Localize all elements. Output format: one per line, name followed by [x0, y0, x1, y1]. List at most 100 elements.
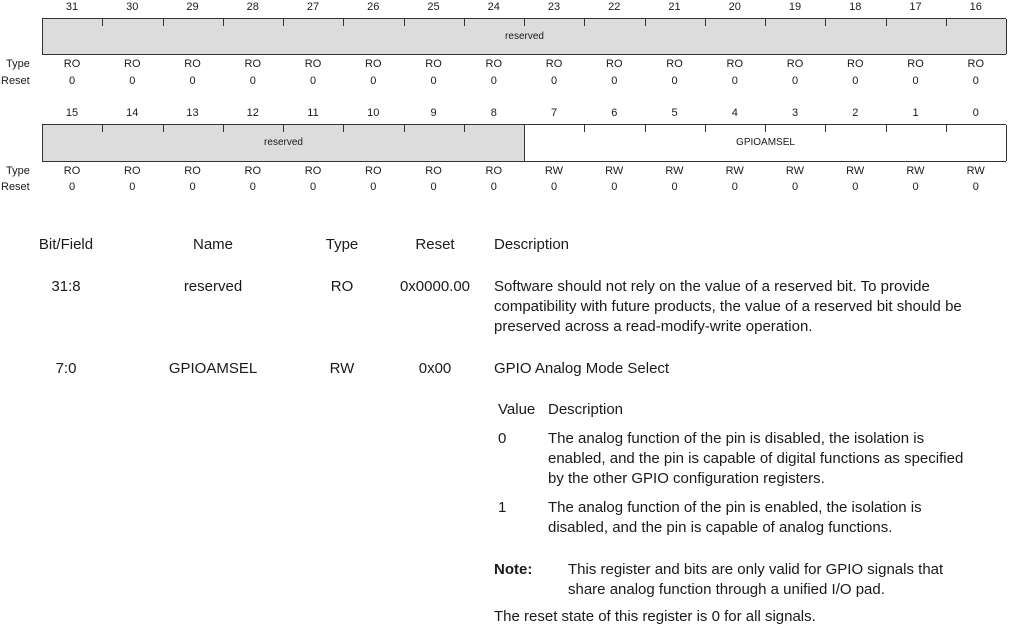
row-gpioamsel-type: RW — [329, 360, 355, 377]
bit-type: RW — [544, 165, 564, 177]
bit-reset: 0 — [671, 181, 678, 193]
bit-reset: 0 — [791, 181, 799, 193]
bit-reset: 0 — [490, 181, 497, 193]
row-reserved-reset: 0x0000.00 — [399, 278, 471, 295]
bit-number: 17 — [909, 1, 922, 13]
bit-number: 26 — [367, 1, 380, 13]
bit-reset: 0 — [309, 75, 317, 87]
value-1-desc-line: The analog function of the pin is enable… — [548, 499, 922, 516]
bit-tick — [102, 19, 104, 26]
bit-number: 4 — [731, 107, 738, 119]
bit-tick — [945, 19, 947, 26]
bit-number: 13 — [186, 107, 199, 119]
bit-number: 16 — [969, 1, 982, 13]
bit-type: RO — [63, 165, 81, 177]
bit-number: 12 — [246, 107, 259, 119]
bit-tick — [825, 19, 827, 26]
bit-type: RO — [967, 58, 985, 70]
bit-type: RO — [786, 58, 804, 70]
bit-number: 22 — [608, 1, 621, 13]
bit-type: RO — [545, 58, 563, 70]
header-bitfield: Bit/Field — [38, 236, 94, 253]
row-gpioamsel-name: GPIOAMSEL — [168, 360, 258, 377]
row-gpioamsel-reset: 0x00 — [418, 360, 452, 377]
header-type: Type — [325, 236, 359, 253]
bit-number: 25 — [427, 1, 440, 13]
row-gpioamsel-bitfield: 7:0 — [55, 360, 77, 377]
bit-reset: 0 — [189, 181, 196, 193]
bit-type: RO — [124, 165, 141, 177]
bit-type: RO — [606, 58, 623, 70]
row-reserved-desc-line: compatibility with future products, the … — [494, 298, 962, 315]
register-fields-box: reserved GPIOAMSEL — [42, 124, 1007, 162]
bit-type: RW — [906, 165, 925, 177]
bit-number: 9 — [430, 107, 437, 119]
type-row-label: Type — [6, 165, 30, 177]
bit-tick — [283, 125, 284, 132]
bit-number: 27 — [306, 1, 320, 13]
bit-number: 30 — [126, 1, 139, 13]
bit-tick — [222, 125, 224, 132]
bit-number: 6 — [611, 107, 618, 119]
bit-reset: 0 — [852, 181, 859, 193]
field-label: reserved — [505, 30, 544, 42]
value-0-desc-line: by the other GPIO configuration register… — [548, 470, 825, 487]
bit-reset: 0 — [550, 181, 558, 193]
row-gpioamsel-desc-title: GPIO Analog Mode Select — [494, 360, 670, 377]
bit-number: 15 — [65, 107, 79, 119]
bit-tick — [343, 125, 345, 132]
bit-tick — [403, 125, 405, 132]
bit-tick — [463, 125, 465, 132]
bit-number: 11 — [307, 107, 319, 119]
row-reserved-bitfield: 31:8 — [51, 278, 81, 295]
bit-reset: 0 — [129, 181, 136, 193]
bit-reset: 0 — [611, 181, 618, 193]
bit-reset: 0 — [490, 75, 497, 87]
reset-state-note: The reset state of this register is 0 fo… — [494, 608, 816, 625]
bit-reset: 0 — [671, 75, 678, 87]
bit-number: 0 — [972, 107, 979, 119]
bit-type: RO — [425, 58, 442, 70]
value-1-desc-line: disabled, and the pin is capable of anal… — [548, 519, 893, 536]
bit-reset: 0 — [430, 75, 437, 87]
field-gpioamsel: GPIOAMSEL — [525, 125, 1007, 161]
bit-reset: 0 — [129, 75, 136, 87]
bit-reset: 0 — [189, 75, 196, 87]
bit-type: RO — [485, 58, 503, 70]
bit-type: RO — [666, 58, 683, 70]
header-reset: Reset — [415, 236, 455, 253]
bit-reset: 0 — [852, 75, 859, 87]
value-0-desc-line: The analog function of the pin is disabl… — [548, 430, 925, 447]
bit-type: RO — [847, 58, 864, 70]
bit-reset: 0 — [611, 75, 618, 87]
bit-tick — [765, 19, 766, 26]
bit-type: RO — [184, 165, 201, 177]
bit-tick — [463, 19, 465, 26]
bit-tick — [343, 19, 345, 26]
field-reserved: reserved — [43, 19, 1007, 54]
bit-reset: 0 — [912, 181, 919, 193]
bit-reset: 0 — [731, 181, 738, 193]
bit-number: 1 — [912, 107, 919, 119]
bit-type: RO — [485, 165, 503, 177]
reset-row-label: Reset — [1, 75, 30, 87]
bit-number: 18 — [849, 1, 862, 13]
bit-reset: 0 — [550, 75, 558, 87]
bit-type: RW — [605, 165, 624, 177]
bit-tick — [704, 19, 706, 26]
bit-number: 3 — [791, 107, 799, 119]
bit-type: RW — [966, 165, 985, 177]
bit-reset: 0 — [309, 181, 317, 193]
bit-reset: 0 — [972, 75, 979, 87]
bit-tick — [644, 125, 646, 132]
value-1: 1 — [498, 499, 507, 516]
bit-reset: 0 — [731, 75, 738, 87]
bit-tick — [283, 19, 284, 26]
bit-reset: 0 — [68, 75, 76, 87]
bit-number: 10 — [367, 107, 380, 119]
type-row-label: Type — [6, 58, 30, 70]
bit-number: 21 — [668, 1, 681, 13]
bit-tick — [885, 19, 887, 26]
bit-type: RO — [244, 58, 262, 70]
bit-tick — [644, 19, 646, 26]
